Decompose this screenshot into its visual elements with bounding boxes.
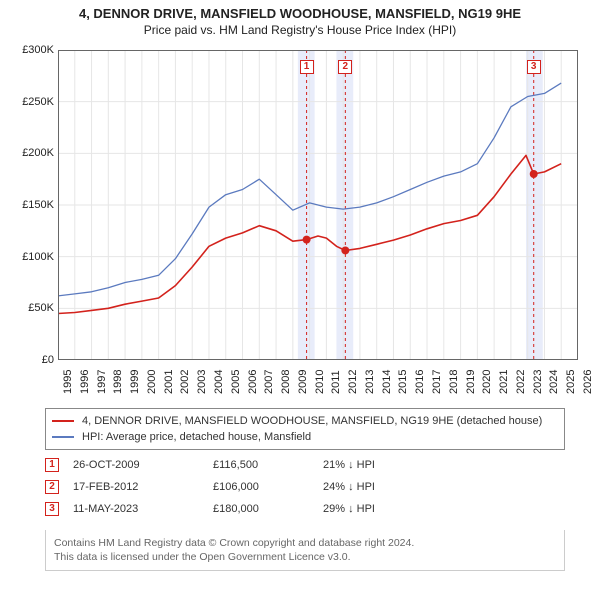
x-tick-label: 2003 <box>196 370 208 394</box>
y-tick-label: £100K <box>22 251 54 263</box>
y-tick-label: £50K <box>28 302 54 314</box>
x-tick-label: 2019 <box>465 370 477 394</box>
legend-swatch-property <box>52 420 74 422</box>
x-tick-label: 2006 <box>247 370 259 394</box>
x-tick-label: 2005 <box>230 370 242 394</box>
chart-event-badge: 3 <box>527 60 541 74</box>
x-tick-label: 2010 <box>314 370 326 394</box>
event-price-3: £180,000 <box>213 503 323 515</box>
y-tick-label: £0 <box>42 354 54 366</box>
x-tick-label: 2018 <box>448 370 460 394</box>
x-tick-label: 2007 <box>263 370 275 394</box>
event-date-1: 26-OCT-2009 <box>73 459 213 471</box>
y-tick-label: £200K <box>22 147 54 159</box>
legend-label-hpi: HPI: Average price, detached house, Mans… <box>82 431 311 443</box>
legend-row-property: 4, DENNOR DRIVE, MANSFIELD WOODHOUSE, MA… <box>52 413 558 429</box>
x-tick-label: 2014 <box>381 370 393 394</box>
x-tick-label: 2015 <box>397 370 409 394</box>
x-tick-label: 2022 <box>515 370 527 394</box>
x-tick-label: 2011 <box>330 370 342 394</box>
event-row-1: 1 26-OCT-2009 £116,500 21% ↓ HPI <box>45 454 565 476</box>
y-tick-label: £250K <box>22 96 54 108</box>
x-tick-label: 2023 <box>532 370 544 394</box>
chart-event-badge: 1 <box>300 60 314 74</box>
event-delta-2: 24% ↓ HPI <box>323 481 565 493</box>
x-tick-label: 2021 <box>498 370 510 394</box>
x-tick-label: 2002 <box>179 370 191 394</box>
event-row-2: 2 17-FEB-2012 £106,000 24% ↓ HPI <box>45 476 565 498</box>
footer-box: Contains HM Land Registry data © Crown c… <box>45 530 565 571</box>
event-badge-3: 3 <box>45 502 59 516</box>
event-badge-2: 2 <box>45 480 59 494</box>
x-tick-label: 2026 <box>582 370 594 394</box>
event-price-1: £116,500 <box>213 459 323 471</box>
x-tick-label: 2001 <box>163 370 175 394</box>
x-tick-label: 2009 <box>297 370 309 394</box>
legend-row-hpi: HPI: Average price, detached house, Mans… <box>52 429 558 445</box>
title-block: 4, DENNOR DRIVE, MANSFIELD WOODHOUSE, MA… <box>0 0 600 37</box>
x-tick-label: 1997 <box>96 370 108 394</box>
event-delta-3: 29% ↓ HPI <box>323 503 565 515</box>
chart-title-line2: Price paid vs. HM Land Registry's House … <box>0 23 600 37</box>
x-tick-label: 1999 <box>129 370 141 394</box>
event-date-3: 11-MAY-2023 <box>73 503 213 515</box>
event-badge-1: 1 <box>45 458 59 472</box>
x-tick-label: 2000 <box>146 370 158 394</box>
y-tick-label: £150K <box>22 199 54 211</box>
x-tick-label: 2008 <box>280 370 292 394</box>
chart-title-line1: 4, DENNOR DRIVE, MANSFIELD WOODHOUSE, MA… <box>0 6 600 21</box>
event-row-3: 3 11-MAY-2023 £180,000 29% ↓ HPI <box>45 498 565 520</box>
x-tick-label: 2012 <box>347 370 359 394</box>
events-table: 1 26-OCT-2009 £116,500 21% ↓ HPI 2 17-FE… <box>45 454 565 520</box>
chart-event-badge: 2 <box>338 60 352 74</box>
legend-label-property: 4, DENNOR DRIVE, MANSFIELD WOODHOUSE, MA… <box>82 415 542 427</box>
y-tick-label: £300K <box>22 44 54 56</box>
footer-line2: This data is licensed under the Open Gov… <box>54 550 556 564</box>
x-tick-label: 1998 <box>112 370 124 394</box>
x-tick-label: 2025 <box>565 370 577 394</box>
x-tick-label: 2004 <box>213 370 225 394</box>
event-delta-1: 21% ↓ HPI <box>323 459 565 471</box>
legend-box: 4, DENNOR DRIVE, MANSFIELD WOODHOUSE, MA… <box>45 408 565 450</box>
footer-line1: Contains HM Land Registry data © Crown c… <box>54 536 556 550</box>
event-price-2: £106,000 <box>213 481 323 493</box>
x-tick-label: 2016 <box>414 370 426 394</box>
legend-swatch-hpi <box>52 436 74 438</box>
x-tick-label: 1995 <box>62 370 74 394</box>
chart-svg <box>58 50 578 360</box>
x-tick-label: 2013 <box>364 370 376 394</box>
x-tick-label: 2024 <box>548 370 560 394</box>
x-tick-label: 2020 <box>481 370 493 394</box>
x-tick-label: 2017 <box>431 370 443 394</box>
event-date-2: 17-FEB-2012 <box>73 481 213 493</box>
x-tick-label: 1996 <box>79 370 91 394</box>
chart-area: £0£50K£100K£150K£200K£250K£300K199519961… <box>58 50 578 360</box>
